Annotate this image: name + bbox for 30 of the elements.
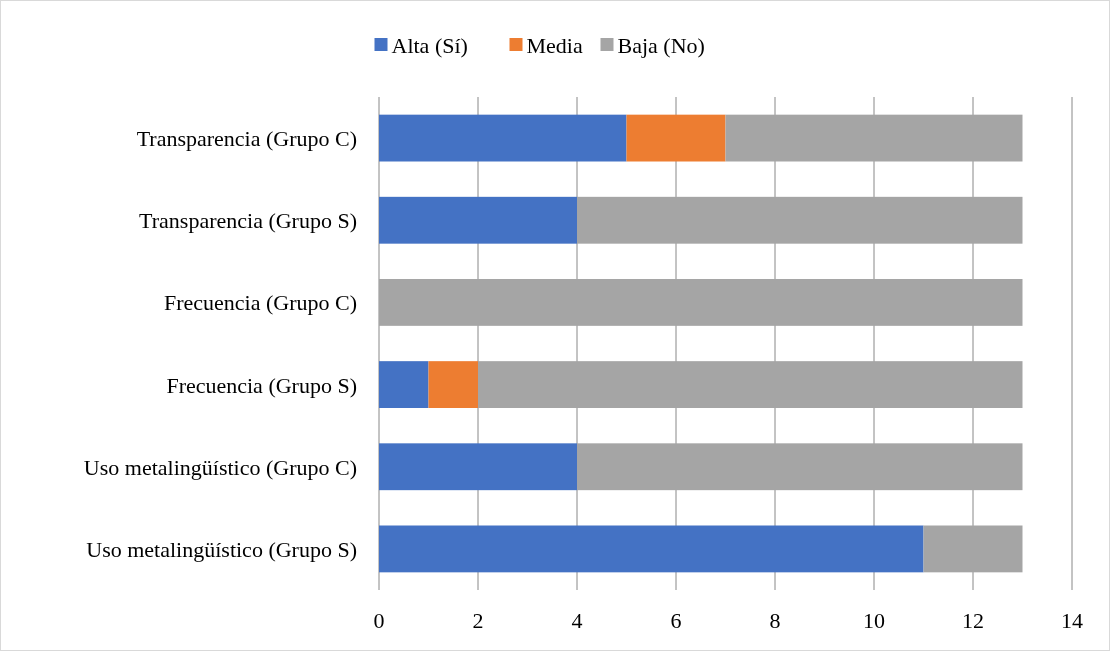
bar [379,525,924,573]
x-tick-label: 4 [571,608,583,633]
bar [379,114,627,162]
legend-label: Alta (Sí) [391,33,468,58]
legend-label: Media [526,33,583,58]
bar [577,443,1023,491]
bar [379,279,1023,326]
x-tick-label: 14 [1061,608,1083,633]
x-tick-label: 12 [962,608,984,633]
bar [577,196,1023,244]
bar [379,196,577,244]
y-tick-label: Uso metalingüístico (Grupo S) [86,536,357,562]
legend-label: Baja (No) [617,33,705,58]
bar [626,114,726,162]
y-tick-label: Transparencia (Grupo S) [139,208,357,234]
y-tick-label: Frecuencia (Grupo S) [166,372,357,398]
x-tick-label: 6 [670,608,682,633]
x-tick-label: 10 [863,608,885,633]
y-tick-label: Uso metalingüístico (Grupo C) [83,454,357,480]
bar [379,443,577,491]
y-tick-label: Frecuencia (Grupo C) [163,290,357,316]
bar [478,361,1023,408]
x-tick-label: 8 [769,608,781,633]
bar [379,361,429,408]
bar [725,114,1023,162]
y-tick-label: Transparencia (Grupo C) [136,126,357,152]
x-tick-label: 0 [373,608,385,633]
bar [428,361,478,408]
bar [923,525,1023,573]
x-tick-label: 2 [472,608,484,633]
